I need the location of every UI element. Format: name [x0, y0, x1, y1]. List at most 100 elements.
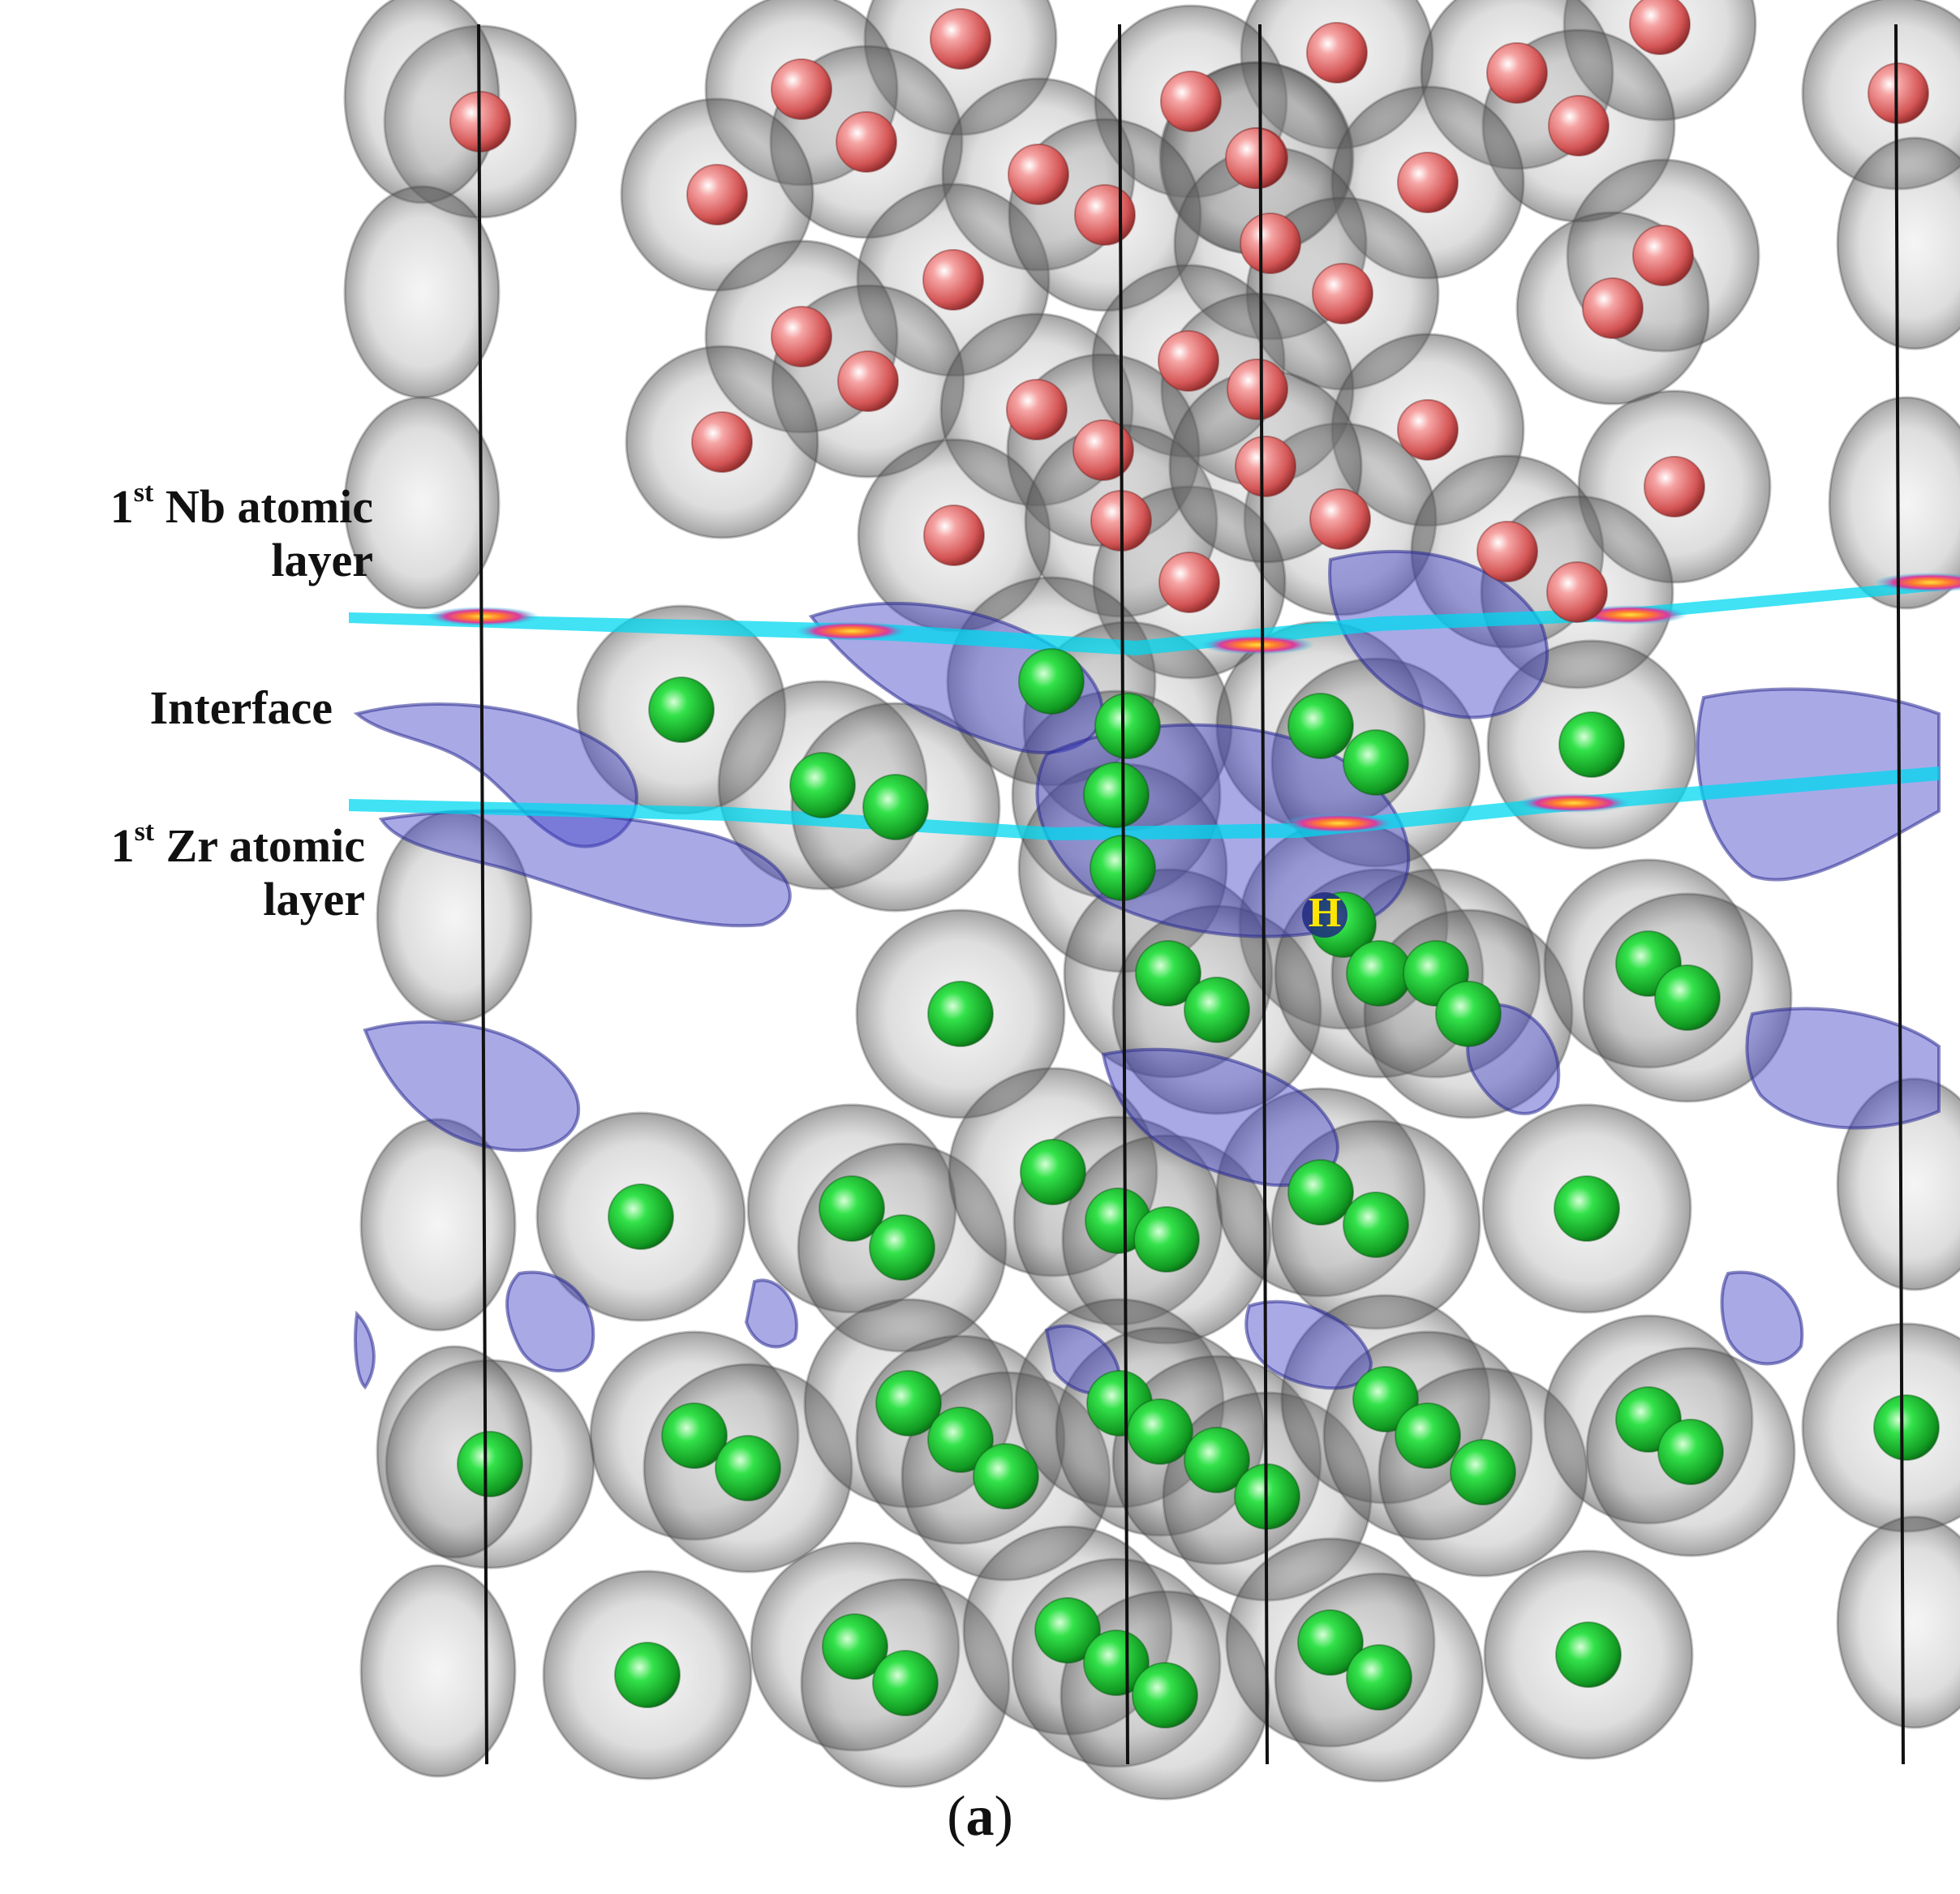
zr-atom [1554, 1175, 1620, 1242]
nb-atom [686, 164, 748, 225]
zr-atom [1133, 1206, 1200, 1273]
zr-atom [1558, 711, 1625, 778]
zr-atom [661, 1402, 728, 1469]
nb-atom [1006, 379, 1068, 440]
nb-atom [1644, 456, 1705, 518]
nb-layer-label: 1st Nb atomic layer [110, 478, 373, 587]
isosurface-shell [359, 1564, 517, 1778]
zr-atom [973, 1443, 1039, 1510]
figure-caption: (a) [947, 1785, 1013, 1848]
nb-atom [771, 58, 832, 120]
zr-atom [1297, 1609, 1364, 1676]
cell-edge-line [477, 24, 488, 1765]
nb-atom [1312, 263, 1373, 324]
nb-atom [1160, 71, 1222, 132]
charge-depletion-isosurface [1328, 549, 1549, 719]
interface-charge-hotspot [1517, 793, 1631, 813]
zr-atom [457, 1431, 523, 1497]
nb-atom [1158, 552, 1220, 613]
nb-atom [836, 111, 897, 173]
zr-atom [614, 1642, 681, 1708]
zr-atom [715, 1435, 781, 1501]
zr-atom [1083, 762, 1150, 828]
nb-atom [1225, 127, 1287, 189]
interface-charge-hotspot [1201, 635, 1314, 655]
zr-atom [1018, 648, 1085, 715]
charge-depletion-isosurface [1244, 1299, 1373, 1390]
cell-edge-line [1258, 24, 1269, 1765]
zr-atom [1555, 1621, 1622, 1688]
cell-edge-line [1894, 24, 1905, 1765]
zr-atom [927, 981, 994, 1047]
hydrogen-label: H [1308, 890, 1342, 936]
zr-atom [927, 1407, 994, 1473]
nb-atom [1397, 152, 1459, 213]
nb-atom [1008, 144, 1069, 205]
zr-atom [608, 1183, 674, 1250]
zr-atom [1657, 1419, 1724, 1485]
zr-atom [819, 1175, 885, 1242]
zr-atom [1020, 1139, 1086, 1205]
zr-atom [1873, 1394, 1940, 1461]
isosurface-shell [343, 185, 501, 399]
interface-charge-hotspot [795, 621, 909, 641]
nb-atom [922, 249, 984, 311]
zr-atom [648, 676, 715, 743]
nb-atom [1476, 521, 1538, 582]
nb-atom [1548, 95, 1610, 157]
zr-atom [1083, 1630, 1150, 1696]
isosurface-shell [343, 396, 501, 610]
zr-layer-label: 1st Zr atomic layer [110, 817, 365, 926]
isosurface-shell [1836, 136, 1960, 350]
nb-atom [1486, 42, 1548, 104]
charge-depletion-isosurface [1745, 1007, 1941, 1130]
charge-depletion-isosurface [354, 1310, 376, 1390]
zr-atom [822, 1613, 888, 1680]
zr-atom [1395, 1402, 1461, 1469]
interface-charge-hotspot [1874, 573, 1960, 592]
isosurface-shell [1836, 1515, 1960, 1729]
nb-atom [691, 411, 753, 473]
zr-atom [1127, 1398, 1193, 1465]
nb-atom [1629, 0, 1691, 55]
zr-atom [862, 774, 929, 840]
nb-atom [1158, 330, 1219, 392]
zr-atom [1450, 1439, 1516, 1505]
interface-charge-hotspot [1574, 605, 1687, 625]
nb-atom [1227, 359, 1288, 420]
isosurface-shell [1828, 396, 1960, 610]
charge-depletion-isosurface [363, 1020, 580, 1153]
nb-atom [1235, 436, 1296, 497]
interface-label: Interface [149, 681, 333, 734]
zr-atom [1343, 1192, 1409, 1258]
zr-atom [1287, 1159, 1354, 1226]
zr-atom [875, 1370, 942, 1437]
charge-depletion-isosurface [505, 1270, 595, 1372]
zr-atom [1346, 1644, 1412, 1711]
zr-atom [872, 1650, 939, 1716]
nb-atom [837, 350, 899, 412]
zr-atom [1034, 1597, 1101, 1664]
zr-atom [1287, 693, 1354, 759]
zr-atom [1343, 729, 1409, 796]
zr-atom [1346, 940, 1412, 1007]
cell-edge-line [1118, 24, 1129, 1765]
interface-charge-planes [349, 573, 1960, 840]
zr-atom [1184, 1427, 1250, 1493]
zr-atom [869, 1214, 935, 1281]
nb-atom [1306, 22, 1368, 84]
nb-atom [1546, 561, 1608, 623]
nb-atom [1074, 184, 1136, 246]
zr-atom [1184, 977, 1250, 1043]
zr-atom [1132, 1662, 1198, 1729]
hydrogen-atom [1302, 892, 1348, 938]
charge-depletion-isosurface [1720, 1270, 1804, 1366]
isosurface-shell [376, 1345, 533, 1559]
zr-atom [1352, 1366, 1419, 1432]
nb-atom [930, 8, 991, 70]
nb-atom [1632, 225, 1694, 286]
zr-atom [1654, 964, 1721, 1031]
isosurface-shell [359, 1118, 517, 1332]
